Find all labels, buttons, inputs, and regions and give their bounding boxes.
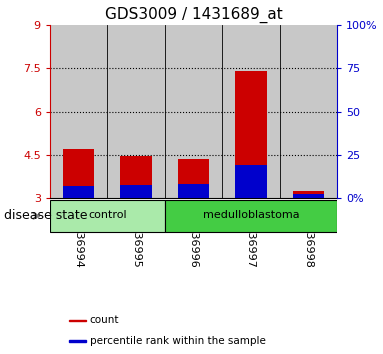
Bar: [165, 200, 337, 232]
Text: disease state: disease state: [4, 210, 87, 222]
Bar: [293, 194, 324, 198]
Bar: [120, 185, 152, 198]
Text: control: control: [88, 210, 126, 220]
Bar: [50, 200, 165, 232]
Bar: [178, 184, 209, 198]
Text: medulloblastoma: medulloblastoma: [203, 210, 299, 220]
Bar: [120, 156, 152, 198]
Bar: [235, 71, 267, 198]
Bar: [69, 320, 86, 321]
Bar: [50, 25, 107, 198]
Bar: [107, 25, 165, 198]
Bar: [69, 340, 86, 342]
Bar: [63, 149, 94, 198]
Bar: [165, 25, 222, 198]
Text: count: count: [90, 315, 119, 325]
Bar: [178, 159, 209, 198]
Title: GDS3009 / 1431689_at: GDS3009 / 1431689_at: [105, 7, 282, 23]
Bar: [235, 165, 267, 198]
Bar: [222, 25, 280, 198]
Bar: [293, 191, 324, 198]
Text: percentile rank within the sample: percentile rank within the sample: [90, 336, 265, 346]
Bar: [280, 25, 337, 198]
Bar: [63, 186, 94, 198]
